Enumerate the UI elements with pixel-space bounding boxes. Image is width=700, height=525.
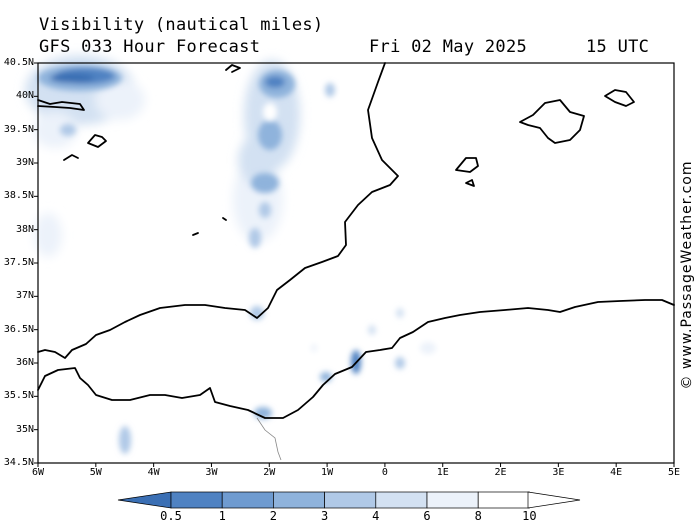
latitude-label: 40.5N [3, 57, 34, 68]
visibility-shading [25, 55, 436, 454]
longitude-label: 6W [31, 467, 45, 478]
longitude-label: 2E [494, 467, 507, 478]
latitude-label: 39N [15, 157, 34, 168]
axis-ticks [34, 62, 675, 467]
latitude-label: 37.5N [3, 257, 34, 268]
colorbar-left-arrow [117, 491, 172, 509]
longitude-label: 3W [205, 467, 218, 478]
forecast-model-line: GFS 033 Hour Forecast [39, 37, 261, 57]
credit-text: © www.PassageWeather.com [679, 160, 695, 390]
latitude-label: 37N [15, 290, 34, 302]
longitude-label: 5W [89, 467, 102, 478]
forecast-date: Fri 02 May 2025 [369, 37, 528, 57]
colorbar-label: 0.5 [160, 509, 182, 523]
colorbar-cell [170, 491, 223, 509]
latitude-label: 36.5N [3, 323, 34, 335]
longitude-label: 1W [321, 467, 334, 478]
latitude-label: 34.5N [3, 457, 34, 468]
border-line [256, 417, 282, 461]
longitude-label: 4E [610, 467, 623, 478]
colorbar-cell [221, 491, 274, 509]
latitude-label: 35N [15, 423, 34, 435]
latitude-label: 38N [15, 223, 34, 235]
longitude-label: 3E [552, 467, 565, 478]
colorbar-cell [426, 491, 479, 509]
latitude-label: 35.5N [3, 390, 34, 402]
forecast-time: 15 UTC [586, 37, 650, 57]
colorbar-label: 8 [474, 509, 482, 523]
longitude-label: 0 [381, 467, 388, 478]
coastlines [37, 62, 675, 419]
longitude-label: 5E [667, 467, 681, 478]
longitude-label: 1E [436, 467, 449, 478]
map-frame [37, 62, 675, 464]
latitude-label: 40N [15, 90, 34, 102]
colorbar-cell [273, 491, 325, 509]
latitude-label: 36N [15, 357, 34, 368]
colorbar [117, 491, 581, 509]
colorbar-label: 2 [269, 509, 277, 523]
colorbar-cell [477, 491, 530, 509]
longitude-label: 2W [263, 467, 276, 478]
colorbar-label: 10 [522, 509, 537, 523]
longitude-label: 4W [147, 467, 160, 478]
map-title: Visibility (nautical miles) [39, 15, 324, 35]
latitude-label: 38.5N [3, 190, 34, 202]
colorbar-label: 1 [218, 509, 226, 523]
colorbar-cell [375, 491, 428, 509]
colorbar-cell [324, 491, 377, 509]
latitude-label: 39.5N [3, 123, 34, 135]
colorbar-label: 6 [423, 509, 431, 523]
colorbar-label: 3 [320, 509, 329, 523]
colorbar-right-arrow [527, 491, 581, 509]
colorbar-label: 4 [372, 509, 380, 523]
